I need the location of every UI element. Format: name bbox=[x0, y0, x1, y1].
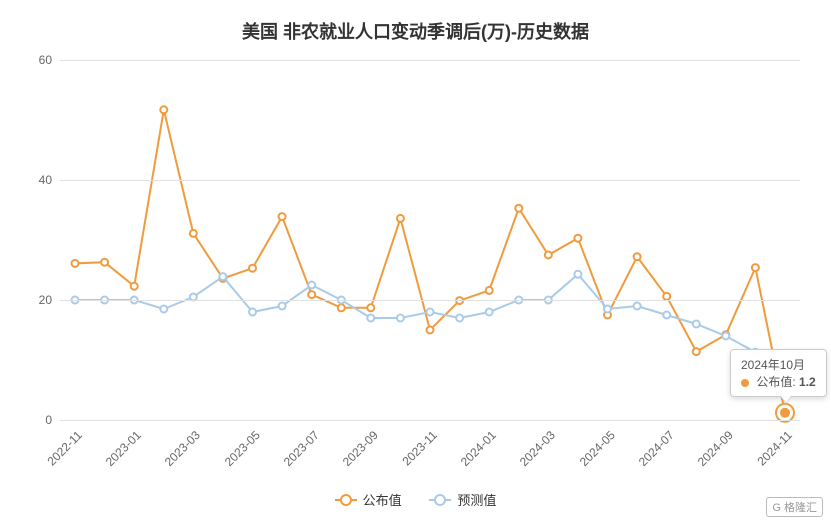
tooltip-pointer-icon bbox=[780, 396, 792, 404]
legend-marker-actual bbox=[335, 499, 357, 501]
series-marker-actual[interactable] bbox=[160, 106, 167, 113]
series-marker-forecast[interactable] bbox=[693, 321, 700, 328]
chart-container: 美国 非农就业人口变动季调后(万)-历史数据 0204060 2022-1120… bbox=[0, 0, 831, 523]
x-tick-label: 2023-07 bbox=[281, 428, 322, 469]
legend-label-actual: 公布值 bbox=[363, 490, 402, 509]
x-tick-label: 2023-05 bbox=[221, 428, 262, 469]
series-marker-forecast[interactable] bbox=[427, 309, 434, 316]
series-marker-forecast[interactable] bbox=[456, 315, 463, 322]
series-marker-forecast[interactable] bbox=[367, 315, 374, 322]
legend-item-forecast[interactable]: 预测值 bbox=[429, 490, 496, 509]
series-marker-actual[interactable] bbox=[397, 215, 404, 222]
series-marker-forecast[interactable] bbox=[160, 306, 167, 313]
series-marker-forecast[interactable] bbox=[279, 303, 286, 310]
series-marker-actual[interactable] bbox=[279, 213, 286, 220]
series-marker-actual[interactable] bbox=[634, 253, 641, 260]
tooltip-dot-icon bbox=[741, 379, 749, 387]
series-marker-forecast[interactable] bbox=[249, 309, 256, 316]
series-marker-forecast[interactable] bbox=[663, 312, 670, 319]
series-marker-actual[interactable] bbox=[545, 252, 552, 259]
x-tick-label: 2023-09 bbox=[340, 428, 381, 469]
series-marker-forecast[interactable] bbox=[604, 306, 611, 313]
y-tick-label: 0 bbox=[45, 413, 60, 427]
series-marker-forecast[interactable] bbox=[219, 273, 226, 280]
highlight-ring-inner bbox=[780, 408, 790, 418]
series-marker-actual[interactable] bbox=[486, 287, 493, 294]
x-tick-label: 2024-05 bbox=[576, 428, 617, 469]
series-line-actual bbox=[75, 110, 785, 413]
series-marker-actual[interactable] bbox=[515, 205, 522, 212]
tooltip-row: 公布值: 1.2 bbox=[741, 373, 816, 390]
y-tick-label: 20 bbox=[39, 293, 60, 307]
tooltip-value: 1.2 bbox=[799, 375, 816, 389]
grid-line bbox=[60, 60, 800, 61]
series-marker-actual[interactable] bbox=[249, 265, 256, 272]
tooltip-category: 2024年10月 bbox=[741, 356, 816, 373]
watermark: G 格隆汇 bbox=[766, 497, 823, 517]
x-tick-label: 2024-07 bbox=[636, 428, 677, 469]
series-marker-actual[interactable] bbox=[131, 283, 138, 290]
legend-label-forecast: 预测值 bbox=[457, 490, 496, 509]
series-marker-actual[interactable] bbox=[752, 264, 759, 271]
series-marker-forecast[interactable] bbox=[574, 271, 581, 278]
series-marker-forecast[interactable] bbox=[486, 309, 493, 316]
series-line-forecast bbox=[75, 274, 755, 352]
legend: 公布值 预测值 bbox=[0, 489, 831, 510]
grid-line bbox=[60, 300, 800, 301]
x-tick-label: 2024-01 bbox=[458, 428, 499, 469]
x-tick-label: 2024-11 bbox=[754, 428, 794, 468]
grid-line bbox=[60, 180, 800, 181]
series-marker-actual[interactable] bbox=[190, 230, 197, 237]
x-tick-label: 2023-01 bbox=[103, 428, 144, 469]
tooltip: 2024年10月 公布值: 1.2 bbox=[730, 349, 827, 397]
series-marker-actual[interactable] bbox=[693, 348, 700, 355]
plot-area[interactable]: 0204060 bbox=[60, 60, 800, 420]
series-marker-forecast[interactable] bbox=[308, 282, 315, 289]
series-marker-forecast[interactable] bbox=[722, 333, 729, 340]
chart-title: 美国 非农就业人口变动季调后(万)-历史数据 bbox=[0, 0, 831, 44]
chart-svg bbox=[60, 60, 800, 420]
x-tick-label: 2023-11 bbox=[399, 428, 439, 468]
x-tick-label: 2024-03 bbox=[517, 428, 558, 469]
tooltip-series-name: 公布值 bbox=[756, 375, 792, 389]
series-marker-forecast[interactable] bbox=[634, 303, 641, 310]
series-marker-actual[interactable] bbox=[338, 304, 345, 311]
x-axis: 2022-112023-012023-032023-052023-072023-… bbox=[60, 420, 800, 480]
series-marker-actual[interactable] bbox=[101, 259, 108, 266]
series-marker-forecast[interactable] bbox=[397, 315, 404, 322]
x-tick-label: 2023-03 bbox=[162, 428, 203, 469]
series-marker-actual[interactable] bbox=[72, 260, 79, 267]
series-marker-actual[interactable] bbox=[663, 293, 670, 300]
x-tick-label: 2024-09 bbox=[695, 428, 736, 469]
series-marker-actual[interactable] bbox=[308, 291, 315, 298]
y-tick-label: 60 bbox=[39, 53, 60, 67]
series-marker-actual[interactable] bbox=[427, 327, 434, 334]
series-marker-actual[interactable] bbox=[574, 235, 581, 242]
x-tick-label: 2022-11 bbox=[44, 428, 84, 468]
legend-item-actual[interactable]: 公布值 bbox=[335, 490, 402, 509]
series-marker-actual[interactable] bbox=[367, 304, 374, 311]
legend-marker-forecast bbox=[429, 499, 451, 501]
y-tick-label: 40 bbox=[39, 173, 60, 187]
